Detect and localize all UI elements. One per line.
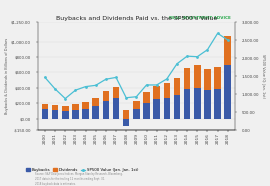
Bar — [92, 106, 99, 119]
Bar — [174, 78, 180, 95]
Bar — [214, 89, 221, 119]
Y-axis label: SP500 Value (Q: Jan. 1st): SP500 Value (Q: Jan. 1st) — [261, 54, 265, 98]
Bar — [224, 65, 231, 119]
Bar — [123, 119, 130, 126]
Bar — [153, 99, 160, 119]
Bar — [123, 110, 130, 119]
Bar — [133, 109, 140, 119]
Bar — [204, 69, 211, 90]
Bar — [184, 68, 190, 89]
Bar — [72, 104, 79, 110]
Bar — [214, 67, 221, 89]
Title: Buybacks and Dividends Paid vs. the SP500's Value: Buybacks and Dividends Paid vs. the SP50… — [56, 16, 217, 20]
Bar — [113, 98, 119, 119]
Bar — [164, 83, 170, 98]
Bar — [174, 95, 180, 119]
Bar — [103, 91, 109, 101]
Bar — [52, 110, 58, 119]
Bar — [153, 86, 160, 99]
Y-axis label: Buybacks & Dividends in Billions of Dollars: Buybacks & Dividends in Billions of Doll… — [5, 38, 9, 114]
Bar — [42, 109, 48, 119]
Text: Source: S&P Dow Jones Indices, Morgan Stanley Research, Bloomberg.
2017 data is : Source: S&P Dow Jones Indices, Morgan St… — [35, 172, 123, 186]
Bar — [103, 101, 109, 119]
Bar — [143, 92, 150, 103]
Bar — [113, 87, 119, 98]
Bar — [62, 105, 69, 111]
Bar — [92, 98, 99, 106]
Bar — [194, 65, 201, 88]
Bar — [143, 103, 150, 119]
Bar — [164, 98, 170, 119]
Bar — [42, 104, 48, 109]
Bar — [62, 111, 69, 119]
Bar — [72, 110, 79, 119]
Bar — [82, 102, 89, 109]
Bar — [82, 109, 89, 119]
Bar — [52, 105, 58, 110]
Legend: Buybacks, Dividends, SP500 Value (Jan. Jan. 1st): Buybacks, Dividends, SP500 Value (Jan. J… — [24, 167, 140, 174]
Text: REAL INVESTMENT ADVICE: REAL INVESTMENT ADVICE — [169, 16, 231, 20]
Bar — [194, 88, 201, 119]
Bar — [224, 36, 231, 65]
Bar — [133, 101, 140, 109]
Bar — [184, 89, 190, 119]
Bar — [204, 90, 211, 119]
